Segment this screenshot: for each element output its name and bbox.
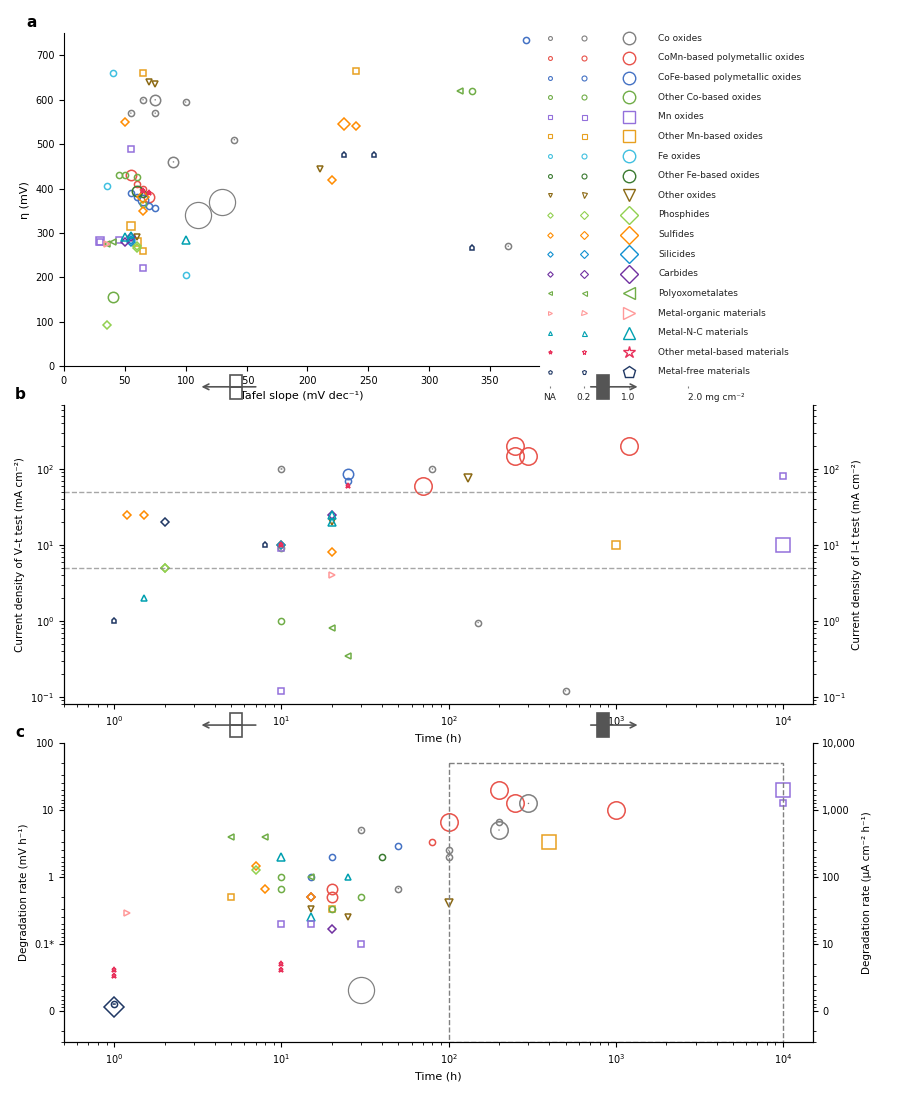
Y-axis label: η (mV): η (mV) — [20, 181, 30, 218]
Bar — [448, 763, 783, 1042]
Text: CoMn-based polymetallic oxides: CoMn-based polymetallic oxides — [658, 53, 805, 62]
Y-axis label: Current density of V–t test (mA cm⁻²): Current density of V–t test (mA cm⁻²) — [15, 457, 25, 652]
Text: b: b — [16, 387, 26, 401]
X-axis label: Time (h): Time (h) — [415, 1071, 462, 1081]
Y-axis label: Degradation rate (μA cm⁻² h⁻¹): Degradation rate (μA cm⁻² h⁻¹) — [862, 812, 872, 974]
Text: Other metal-based materials: Other metal-based materials — [658, 348, 789, 357]
Text: Sulfides: Sulfides — [658, 230, 695, 240]
Text: Other Mn-based oxides: Other Mn-based oxides — [658, 132, 763, 141]
Text: CoFe-based polymetallic oxides: CoFe-based polymetallic oxides — [658, 73, 802, 82]
Text: Phosphides: Phosphides — [658, 211, 709, 220]
Text: Polyoxometalates: Polyoxometalates — [658, 289, 739, 298]
Y-axis label: Degradation rate (mV h⁻¹): Degradation rate (mV h⁻¹) — [18, 824, 28, 962]
Text: Metal-organic materials: Metal-organic materials — [658, 308, 766, 317]
X-axis label: Time (h): Time (h) — [415, 733, 462, 743]
Text: 1.0: 1.0 — [622, 394, 635, 403]
Y-axis label: Current density of I–t test (mA cm⁻²): Current density of I–t test (mA cm⁻²) — [852, 459, 862, 650]
Text: 0.2: 0.2 — [576, 394, 591, 403]
Text: Carbides: Carbides — [658, 269, 698, 278]
Text: a: a — [26, 14, 37, 30]
Text: 2.0 mg cm⁻²: 2.0 mg cm⁻² — [688, 394, 745, 403]
Text: Other Fe-based oxides: Other Fe-based oxides — [658, 171, 760, 181]
Text: Fe oxides: Fe oxides — [658, 152, 701, 161]
Text: Co oxides: Co oxides — [658, 34, 702, 43]
Text: c: c — [16, 725, 25, 740]
Text: NA: NA — [543, 394, 556, 403]
Text: Other Co-based oxides: Other Co-based oxides — [658, 93, 761, 102]
Text: Other oxides: Other oxides — [658, 191, 717, 200]
Text: Mn oxides: Mn oxides — [658, 112, 704, 121]
Text: Metal-N-C materials: Metal-N-C materials — [658, 328, 749, 337]
X-axis label: Tafel slope (mV dec⁻¹): Tafel slope (mV dec⁻¹) — [239, 391, 363, 401]
Text: Silicides: Silicides — [658, 250, 696, 258]
Text: Metal-free materials: Metal-free materials — [658, 367, 750, 376]
